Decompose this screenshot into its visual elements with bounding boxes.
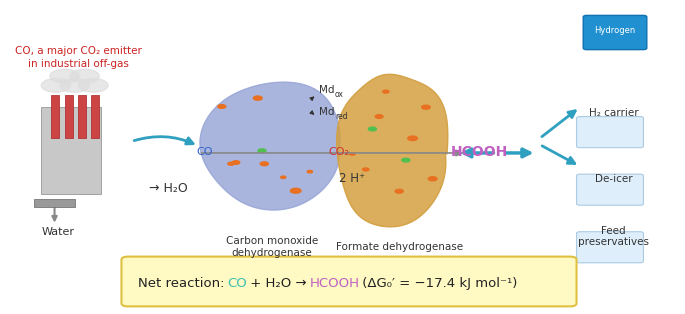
Text: red: red [335,112,347,121]
Circle shape [253,96,262,100]
Circle shape [402,158,410,162]
Circle shape [428,177,437,181]
Text: Net reaction:: Net reaction: [138,277,229,290]
Text: HCOOH: HCOOH [310,277,360,290]
Text: Md: Md [319,107,334,117]
Text: Md: Md [319,85,334,95]
Circle shape [41,78,71,92]
FancyBboxPatch shape [577,174,643,205]
Text: H₂ carrier: H₂ carrier [588,108,638,118]
Text: HCOOH: HCOOH [451,145,508,159]
FancyBboxPatch shape [577,116,643,148]
FancyBboxPatch shape [583,15,647,50]
Circle shape [408,136,417,141]
Text: CO: CO [197,147,213,157]
Bar [64,95,73,138]
Circle shape [79,78,108,92]
Text: Water: Water [41,227,75,237]
Circle shape [60,78,89,92]
Bar [34,199,75,207]
Circle shape [260,162,269,166]
Circle shape [369,127,377,131]
Circle shape [349,153,355,155]
Circle shape [258,149,266,153]
Polygon shape [337,74,448,227]
Circle shape [70,69,99,83]
Circle shape [395,189,403,193]
Circle shape [218,105,226,108]
FancyBboxPatch shape [121,257,577,306]
Text: 2 H⁺: 2 H⁺ [339,172,365,185]
Circle shape [290,188,301,193]
Text: Hydrogen: Hydrogen [594,26,635,35]
FancyArrowPatch shape [52,203,57,220]
Polygon shape [200,82,340,210]
Text: Formate dehydrogenase: Formate dehydrogenase [336,242,463,252]
Text: (ΔG₀′ = −17.4 kJ mol⁻¹): (ΔG₀′ = −17.4 kJ mol⁻¹) [358,277,518,290]
Circle shape [232,161,240,164]
Bar [51,95,59,138]
Circle shape [50,69,79,83]
Bar [41,107,101,194]
Circle shape [422,105,430,109]
Text: CO₂: CO₂ [329,147,349,157]
Bar [78,95,86,138]
FancyBboxPatch shape [577,232,643,263]
Circle shape [383,90,389,93]
Text: Carbon monoxide
dehydrogenase: Carbon monoxide dehydrogenase [226,236,318,258]
Text: Feed
preservatives: Feed preservatives [578,225,649,247]
Text: + H₂O →: + H₂O → [246,277,311,290]
Text: ox: ox [335,90,344,99]
Text: → H₂O: → H₂O [149,181,188,195]
Circle shape [375,115,383,118]
Bar [91,95,99,138]
Text: CO: CO [227,277,247,290]
Circle shape [308,171,312,173]
Circle shape [281,176,286,178]
Circle shape [362,168,369,171]
Text: De-icer: De-icer [595,174,632,184]
Circle shape [228,162,234,165]
Text: CO, a major CO₂ emitter
in industrial off-gas: CO, a major CO₂ emitter in industrial of… [14,46,141,69]
